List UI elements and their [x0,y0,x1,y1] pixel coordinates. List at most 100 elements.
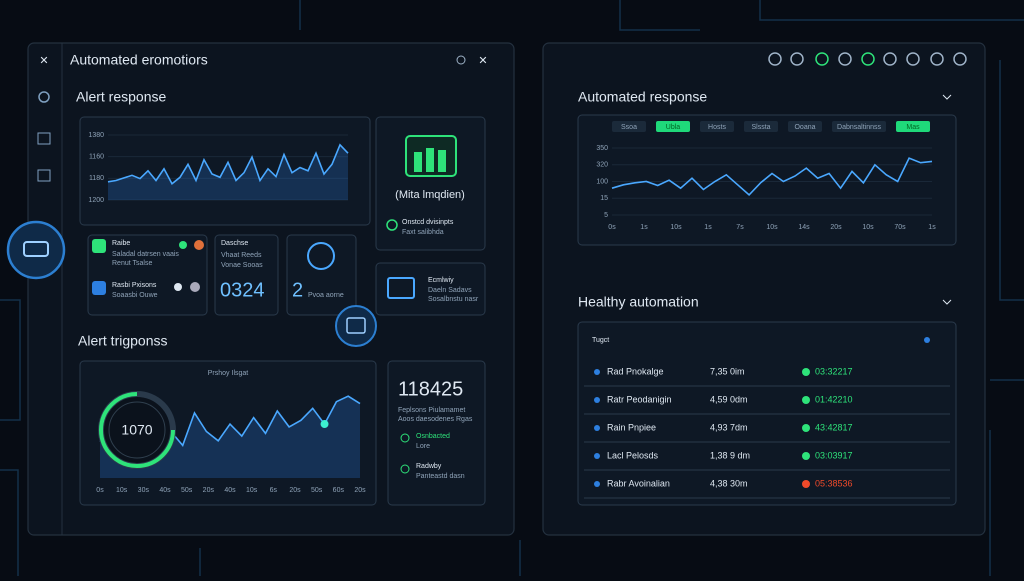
toolbar-icon[interactable] [790,52,804,66]
toolbar [768,52,967,66]
close-icon[interactable]: ✕ [478,55,487,67]
alert-chart: 1380 1160 1180 1200 [88,132,349,204]
x-axis-label: 40s [159,487,171,494]
section-title: Automated response [578,89,707,105]
tab-label: Slssta [751,124,770,131]
card-line: Soaasbi Ouwe [112,292,158,299]
trigger-chart: 0s 10s 30s 40s 50s 20s 40s 10s 6s 20s 50s 60s 20s [96,395,366,494]
x-axis-label: 0s [608,224,616,231]
floating-button-icon [23,241,49,257]
toggle[interactable] [194,240,204,250]
settings-icon[interactable] [456,55,466,65]
card-line: Daeln Sadavs [428,287,472,294]
card-line: Sosalbnstu nasr [428,296,479,303]
tab-label: Ubla [666,124,681,131]
x-axis-label: 60s [333,487,345,494]
y-axis-label: 15 [600,195,608,202]
y-axis-label: 1180 [89,175,104,182]
nav-icon[interactable] [37,169,51,182]
toggle[interactable] [190,282,200,292]
card [387,360,486,506]
x-axis-label: 10s [670,224,682,231]
y-axis-label: 350 [596,145,608,152]
gauge-arc [99,392,175,468]
card-icon [414,152,422,172]
toolbar-icon[interactable] [883,52,897,66]
status-icon [92,239,106,253]
card-line: Renut Tsalse [112,260,152,267]
x-axis-label: 14s [798,224,810,231]
status-icon [400,433,410,443]
card-line: Vonae Sooas [221,262,263,269]
row-status: 05:38536 [815,478,853,488]
card-line: Vhaat Reeds [221,252,262,259]
status-dot [802,368,810,376]
nav-icon[interactable] [37,132,51,145]
toolbar-icon[interactable] [768,52,782,66]
row-time: 1,38 9 dm [710,450,750,460]
floating-button-icon [346,317,366,334]
y-axis-label: 1160 [89,154,104,161]
tab[interactable] [896,121,930,132]
status-icon [400,464,410,474]
y-axis-label: 1200 [88,197,104,204]
tab-label: Hosts [708,124,726,131]
status-dot [802,452,810,460]
filter-icon[interactable] [924,337,930,343]
collapse-icon[interactable] [942,94,952,100]
toolbar-icon[interactable] [838,52,852,66]
stat-item: Radwby [416,463,442,470]
tab[interactable] [612,121,646,132]
collapse-icon[interactable] [942,299,952,305]
row-name: Rad Pnokalge [607,366,664,376]
card-title: Ecmlwiy [428,277,454,284]
nav-icon[interactable] [38,91,50,103]
card [286,234,357,316]
row-status: 01:42210 [815,394,853,404]
x-axis-label: 50s [181,487,193,494]
x-axis-label: 10s [862,224,874,231]
close-icon[interactable]: ✕ [39,55,48,67]
floating-button[interactable] [335,305,377,347]
stat-line: Feplsons Piulamamet [398,407,465,414]
toolbar-icon[interactable] [930,52,944,66]
row-bullet [594,425,600,431]
tab[interactable] [832,121,886,132]
y-axis-label: 320 [596,162,608,169]
card [87,234,208,316]
x-axis-label: 10s [246,487,258,494]
toolbar-icon[interactable] [906,52,920,66]
status-icon [386,219,398,231]
tab[interactable] [700,121,734,132]
card-line: Faxt salibhda [402,229,444,236]
x-axis-label: 1s [928,224,936,231]
toolbar-icon[interactable] [861,52,875,66]
toolbar-icon[interactable] [953,52,967,66]
row-name: Lacl Pelosds [607,450,659,460]
tab[interactable] [788,121,822,132]
x-axis-label: 1s [640,224,648,231]
stat-item: Osnbacted [416,433,450,440]
floating-button[interactable] [6,220,66,280]
table-rows: Rad Pnokalge 7,35 0im 03:32217 Ratr Peodani… [584,366,950,499]
stat-item: Panteastd dasn [416,473,465,480]
card-title: Raibe [112,240,130,247]
x-axis-label: 10s [766,224,778,231]
tab-label: Ooana [794,124,815,131]
gauge-value: 1070 [121,422,152,438]
card-icon [387,277,415,299]
tab[interactable] [656,121,690,132]
tab[interactable] [744,121,778,132]
toggle[interactable] [174,283,182,291]
tab-label: Mas [906,124,920,131]
toolbar-icon[interactable] [815,52,829,66]
x-axis-label: 1s [704,224,712,231]
ring-icon [307,242,335,270]
toggle[interactable] [179,241,187,249]
chart-caption: Prshoy Ilsgat [208,370,249,377]
row-bullet [594,481,600,487]
x-axis-label: 0s [96,487,104,494]
row-bullet [594,397,600,403]
x-axis-label: 10s [116,487,128,494]
card-icon [426,148,434,172]
